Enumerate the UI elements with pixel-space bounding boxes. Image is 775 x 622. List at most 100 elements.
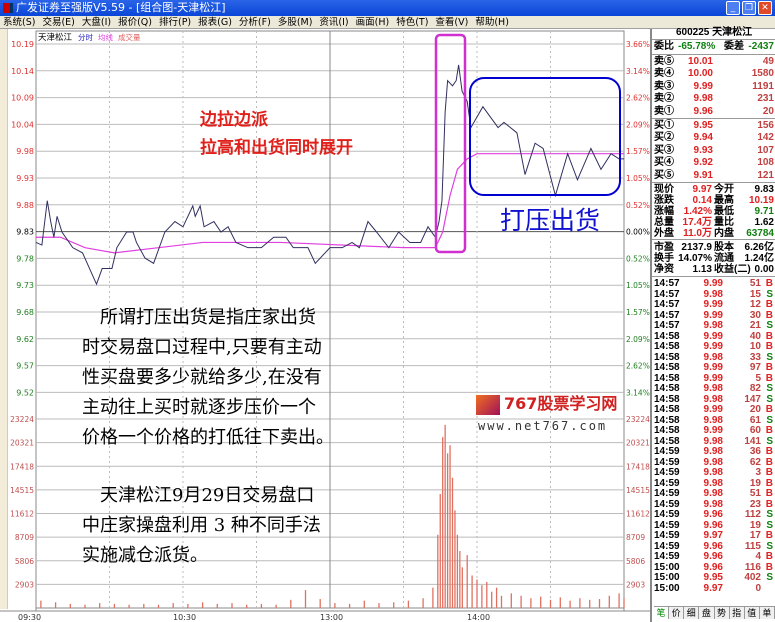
menu-item[interactable]: 大盘(I) <box>81 17 112 28</box>
menu-item[interactable]: 特色(T) <box>396 17 429 28</box>
volume: 231 <box>757 93 774 105</box>
trade-time: 14:58 <box>654 362 680 373</box>
sell-level: 卖④ 10.00 1580 <box>654 68 775 80</box>
stat-row: 现价 9.97 今开 9.83 <box>654 184 775 195</box>
minimize-button[interactable]: _ <box>726 1 740 15</box>
volume-tick-label-right: 8709 <box>626 533 645 542</box>
quote-panel: 600225 天津松江 委比 -65.78% 委差 -2437 卖⑤ 10.01 49 卖④ 10… <box>650 27 775 622</box>
trade-volume: 36 <box>749 446 761 457</box>
menu-item[interactable]: 系统(S) <box>3 17 36 28</box>
menu-item[interactable]: 查看(V) <box>435 17 469 28</box>
menu-item[interactable]: 排行(P) <box>158 17 192 28</box>
trade-row: 14:57 9.99 12 B <box>654 299 775 311</box>
paragraph-line: 时交易盘口过程中,只要有主动 <box>82 337 322 358</box>
trade-volume: 21 <box>749 320 761 331</box>
price-tick-label: 9.83 <box>16 228 34 237</box>
trade-time: 15:00 <box>654 561 680 573</box>
trade-side: S <box>766 509 773 520</box>
label: 卖① <box>654 105 674 117</box>
trade-side: B <box>765 488 773 499</box>
weicha-value: -2437 <box>748 41 774 52</box>
logo-chart-icon <box>476 395 500 415</box>
trade-volume: 23 <box>749 498 761 510</box>
menu-item[interactable]: 报表(G) <box>198 17 232 28</box>
menu-item[interactable]: 帮助(H) <box>475 17 509 28</box>
trade-price: 9.98 <box>703 477 723 489</box>
volume-tick-label: 5806 <box>15 557 34 566</box>
stat-row: 外盘 11.0万 内盘 63784 <box>654 228 775 239</box>
volume: 1580 <box>751 68 774 80</box>
menu-item[interactable]: 多股(M) <box>277 17 313 28</box>
label: 委差 <box>724 41 744 52</box>
trade-time: 14:59 <box>654 477 680 489</box>
trade-price: 9.98 <box>703 467 723 478</box>
panel-tab[interactable]: 细 <box>684 607 700 619</box>
trade-price: 9.97 <box>703 582 723 594</box>
panel-tab[interactable]: 值 <box>744 607 760 619</box>
trade-volume: 97 <box>749 362 761 373</box>
menu-item[interactable]: 分析(F) <box>238 17 271 28</box>
paragraph-line: 实施减仓派货。 <box>82 545 208 566</box>
price-tick-label: 9.52 <box>16 388 34 397</box>
trade-row: 14:59 9.96 115 S <box>654 540 775 553</box>
left-toolbar-strip[interactable] <box>0 29 8 609</box>
trade-time: 14:59 <box>654 519 680 531</box>
panel-tab[interactable]: 势 <box>714 607 730 619</box>
trade-price: 9.99 <box>703 330 723 342</box>
trade-side: S <box>766 383 773 394</box>
trade-time: 14:58 <box>654 425 680 436</box>
restore-button[interactable]: ❐ <box>742 1 756 15</box>
stat-row: 净资 1.13 收益(二) 0.00 <box>654 264 775 275</box>
trade-time: 14:59 <box>654 467 680 478</box>
volume-tick-label-right: 23224 <box>626 415 650 424</box>
panel-tab[interactable]: 价 <box>669 607 685 619</box>
trade-time: 14:58 <box>654 330 680 342</box>
title-bar: 广发证券至强版V5.59 - [组合图-天津松江] _ ❐ ✕ <box>0 0 775 16</box>
trade-side: B <box>765 330 773 342</box>
price: 9.92 <box>693 157 713 169</box>
menu-item[interactable]: 资讯(I) <box>319 17 349 28</box>
menu-item[interactable]: 交易(E) <box>42 17 75 28</box>
trade-row: 14:58 9.98 82 S <box>654 383 775 395</box>
trade-price: 9.99 <box>703 299 723 310</box>
volume-tick-label: 23224 <box>10 415 34 424</box>
panel-tab[interactable]: 单 <box>759 607 775 619</box>
trade-row: 15:00 9.97 0 <box>654 582 775 595</box>
trade-row: 14:58 9.99 40 B <box>654 330 775 343</box>
trade-price: 9.98 <box>703 351 723 363</box>
label: 买① <box>654 120 674 131</box>
trade-row: 14:58 9.99 20 B <box>654 404 775 416</box>
trade-volume: 147 <box>744 393 761 405</box>
trade-row: 14:58 9.99 60 B <box>654 425 775 437</box>
divider <box>652 239 775 240</box>
stat-row: 总量 17.4万 量比 1.62 <box>654 217 775 228</box>
trade-row: 14:58 9.99 5 B <box>654 373 775 385</box>
panel-tab[interactable]: 盘 <box>699 607 715 619</box>
trade-side: S <box>766 519 773 531</box>
trade-volume: 141 <box>744 435 761 447</box>
volume-tick-label-right: 5806 <box>626 557 645 566</box>
suppress-highlight-box <box>469 77 621 196</box>
trade-time: 14:59 <box>654 540 680 552</box>
paragraph-line: 价格一个价格的打低往下卖出。 <box>82 427 334 448</box>
buy-level: 买① 9.95 156 <box>654 120 775 132</box>
buy-level: 买② 9.94 142 <box>654 132 775 144</box>
price-tick-label: 10.04 <box>11 120 34 129</box>
price-tick-label: 9.88 <box>16 201 34 210</box>
sell-level: 卖② 9.98 231 <box>654 93 775 105</box>
close-button[interactable]: ✕ <box>758 1 772 15</box>
menu-item[interactable]: 画面(H) <box>355 17 390 28</box>
panel-tab[interactable]: 笔 <box>654 607 670 619</box>
trade-row: 14:59 9.98 3 B <box>654 467 775 479</box>
trade-time: 14:58 <box>654 414 680 426</box>
menu-item[interactable]: 报价(Q) <box>118 17 152 28</box>
divider <box>652 276 775 277</box>
trade-side: B <box>765 404 773 415</box>
label: 买⑤ <box>654 169 674 181</box>
trade-price: 9.98 <box>703 320 723 331</box>
time-tick-label: 09:30 <box>18 613 41 622</box>
trade-volume: 116 <box>744 561 761 573</box>
panel-tab[interactable]: 指 <box>729 607 745 619</box>
menu-bar: 系统(S) 交易(E) 大盘(I) 报价(Q) 排行(P) 报表(G) 分析(F) 多股(M)… <box>0 16 775 29</box>
trade-price: 9.96 <box>703 540 723 552</box>
